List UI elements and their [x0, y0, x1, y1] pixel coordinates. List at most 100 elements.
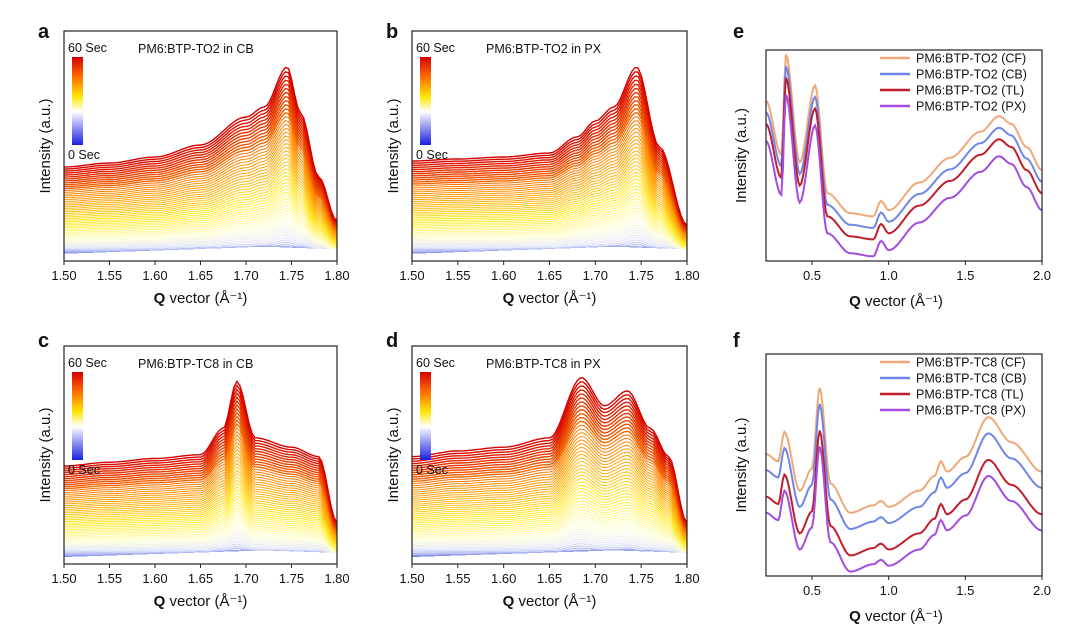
frame-curve — [411, 198, 688, 248]
frame-curve — [64, 178, 338, 243]
x-tick-label: 1.75 — [279, 571, 304, 586]
frame-curve — [64, 430, 338, 534]
frame-curve — [64, 70, 338, 223]
frame-curve — [412, 171, 688, 244]
panel-letter: b — [386, 21, 398, 43]
frame-curve — [63, 441, 338, 536]
panel-e: 0.5 1.0 1.5 2.0 Q vector (Å⁻¹) Intensity (a.u… — [733, 21, 1051, 310]
frame-curve — [412, 219, 688, 250]
frame-curve — [412, 536, 688, 553]
series-line — [765, 65, 1043, 229]
frame-curve — [412, 135, 688, 238]
frame-curve — [412, 494, 688, 548]
frame-curve — [412, 506, 688, 550]
colorbar-bottom-label: 0 Sec — [416, 463, 448, 477]
frame-curve — [64, 210, 338, 249]
frame-curve — [64, 219, 338, 250]
frame-curve — [411, 526, 688, 553]
frame-curve — [64, 116, 338, 231]
frame-curve — [412, 131, 688, 237]
x-tick-label: 1.65 — [537, 268, 562, 283]
colorbar — [420, 372, 431, 460]
x-tick-label: 1.75 — [629, 571, 654, 586]
x-tick-label: 0.5 — [803, 268, 821, 283]
x-tick-label: 1.75 — [279, 268, 304, 283]
panel-a: 1.50 1.55 1.60 1.65 1.70 1.75 1.80 Q vector (Å⁻… — [37, 21, 350, 307]
x-tick-label: 1.5 — [956, 268, 974, 283]
frame-curve — [64, 427, 338, 533]
frame-curve — [64, 384, 338, 524]
frame-curve — [64, 216, 338, 250]
frame-curve — [64, 448, 338, 538]
frame-curve — [412, 204, 688, 249]
x-tick-label: 1.55 — [97, 571, 122, 586]
frame-curve — [64, 531, 338, 553]
frame-curve — [64, 529, 338, 553]
frame-curve — [64, 185, 338, 244]
frame-curve — [64, 237, 338, 250]
frame-curve — [64, 104, 338, 229]
frame-curve — [412, 545, 688, 553]
plot-frame — [765, 49, 1043, 262]
x-tick-label: 1.50 — [399, 571, 424, 586]
frame-curve — [64, 434, 338, 535]
frame-curve — [412, 239, 688, 250]
colorbar — [420, 57, 431, 145]
frame-curve — [64, 539, 338, 553]
frame-curve — [63, 462, 338, 541]
frame-curve — [63, 241, 338, 251]
frame-curve — [412, 227, 688, 250]
x-tick-label: 1.80 — [324, 571, 349, 586]
frame-curve — [411, 509, 688, 551]
frame-curve — [412, 229, 688, 250]
frame-curve — [412, 75, 688, 227]
x-tick-label: 1.50 — [51, 571, 76, 586]
x-tick-label: 0.5 — [803, 583, 821, 598]
frame-curve — [411, 439, 688, 536]
panel-title: PM6:BTP-TC8 in PX — [486, 357, 601, 371]
series-line — [765, 430, 1043, 557]
frame-curve — [412, 515, 688, 552]
frame-curve — [64, 124, 338, 233]
frame-curve — [64, 75, 338, 224]
frame-curve — [411, 120, 688, 235]
panel-title: PM6:BTP-TO2 in CB — [138, 42, 254, 56]
frame-curve — [411, 195, 688, 248]
frame-curve — [412, 157, 688, 241]
y-axis-label: Intensity (a.u.) — [37, 407, 54, 502]
x-tick-label: 1.50 — [51, 268, 76, 283]
x-tick-label: 1.0 — [880, 268, 898, 283]
x-tick-label: 1.60 — [491, 268, 516, 283]
frame-curve — [412, 497, 688, 548]
frame-curve — [64, 161, 338, 240]
legend-label: PM6:BTP-TC8 (TL) — [916, 388, 1024, 402]
frame-curve — [412, 512, 688, 551]
x-tick-label: 1.60 — [491, 571, 516, 586]
frame-curve — [412, 420, 688, 532]
x-tick-label: 2.0 — [1033, 268, 1051, 283]
frame-curve — [411, 475, 688, 543]
panel-letter: a — [38, 21, 50, 43]
frame-curve — [412, 146, 688, 239]
x-tick-label: 1.75 — [629, 268, 654, 283]
x-tick-label: 1.55 — [445, 268, 470, 283]
frame-curve — [411, 413, 688, 531]
frame-curve — [411, 432, 688, 535]
frame-curve — [64, 541, 338, 553]
x-axis-label: Q vector (Å⁻¹) — [503, 290, 597, 307]
frame-curve — [64, 168, 338, 241]
frame-curve — [63, 87, 338, 226]
series-line — [765, 403, 1043, 531]
frame-curve — [412, 543, 688, 553]
frame-curve — [412, 161, 688, 242]
frame-curve — [64, 507, 338, 550]
frame-curve — [412, 481, 688, 545]
frame-curve — [64, 182, 338, 244]
frame-curve — [64, 521, 338, 553]
frame-curve — [64, 452, 338, 538]
frame-curve — [411, 417, 688, 532]
frame-curve — [64, 407, 338, 529]
frame-curve — [412, 531, 688, 553]
colorbar-top-label: 60 Sec — [68, 41, 107, 55]
frame-curve — [412, 191, 688, 247]
